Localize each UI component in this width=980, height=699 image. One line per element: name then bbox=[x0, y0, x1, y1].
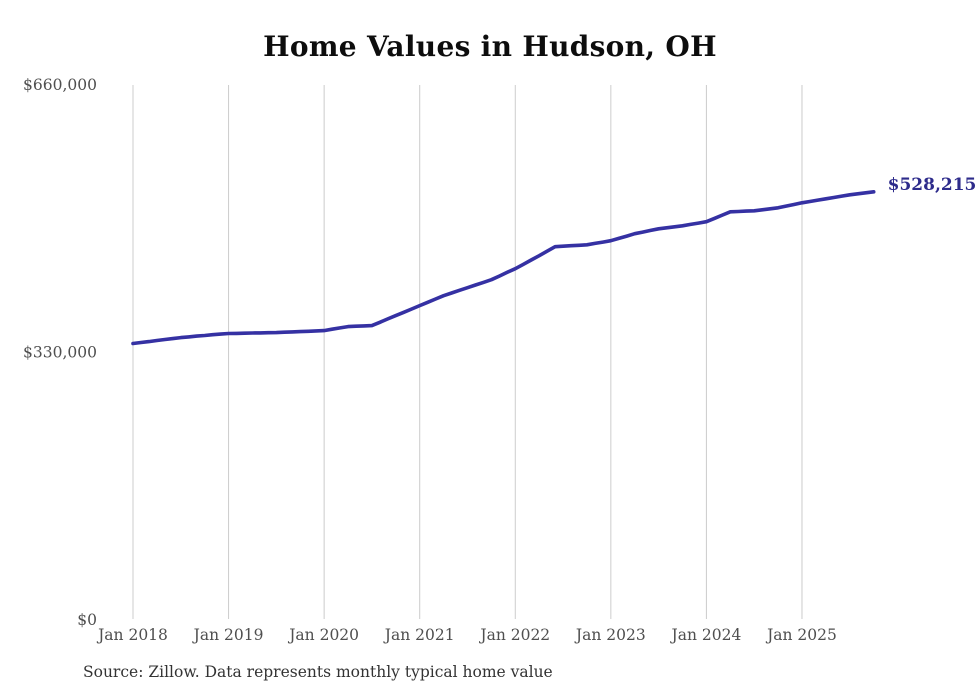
x-tick-label: Jan 2018 bbox=[96, 626, 168, 644]
gridlines-group bbox=[132, 85, 803, 619]
x-tick-label: Jan 2021 bbox=[383, 626, 455, 644]
x-tick-label: Jan 2024 bbox=[670, 626, 742, 644]
end-value-label: $528,215 bbox=[888, 175, 977, 195]
x-tick-label: Jan 2019 bbox=[192, 626, 264, 644]
chart-title: Home Values in Hudson, OH bbox=[263, 30, 717, 63]
y-axis-labels-group: $0 $330,000 $660,000 bbox=[23, 76, 97, 629]
source-note: Source: Zillow. Data represents monthly … bbox=[83, 663, 553, 681]
y-tick-label: $0 bbox=[77, 611, 97, 629]
x-axis-labels-group: Jan 2018 Jan 2019 Jan 2020 Jan 2021 Jan 2022… bbox=[96, 626, 837, 644]
y-tick-label: $330,000 bbox=[23, 344, 97, 362]
x-tick-label: Jan 2023 bbox=[574, 626, 646, 644]
x-tick-label: Jan 2022 bbox=[478, 626, 550, 644]
x-tick-label: Jan 2025 bbox=[765, 626, 837, 644]
y-tick-label: $660,000 bbox=[23, 76, 97, 94]
value-line bbox=[131, 190, 876, 346]
x-tick-label: Jan 2020 bbox=[287, 626, 359, 644]
